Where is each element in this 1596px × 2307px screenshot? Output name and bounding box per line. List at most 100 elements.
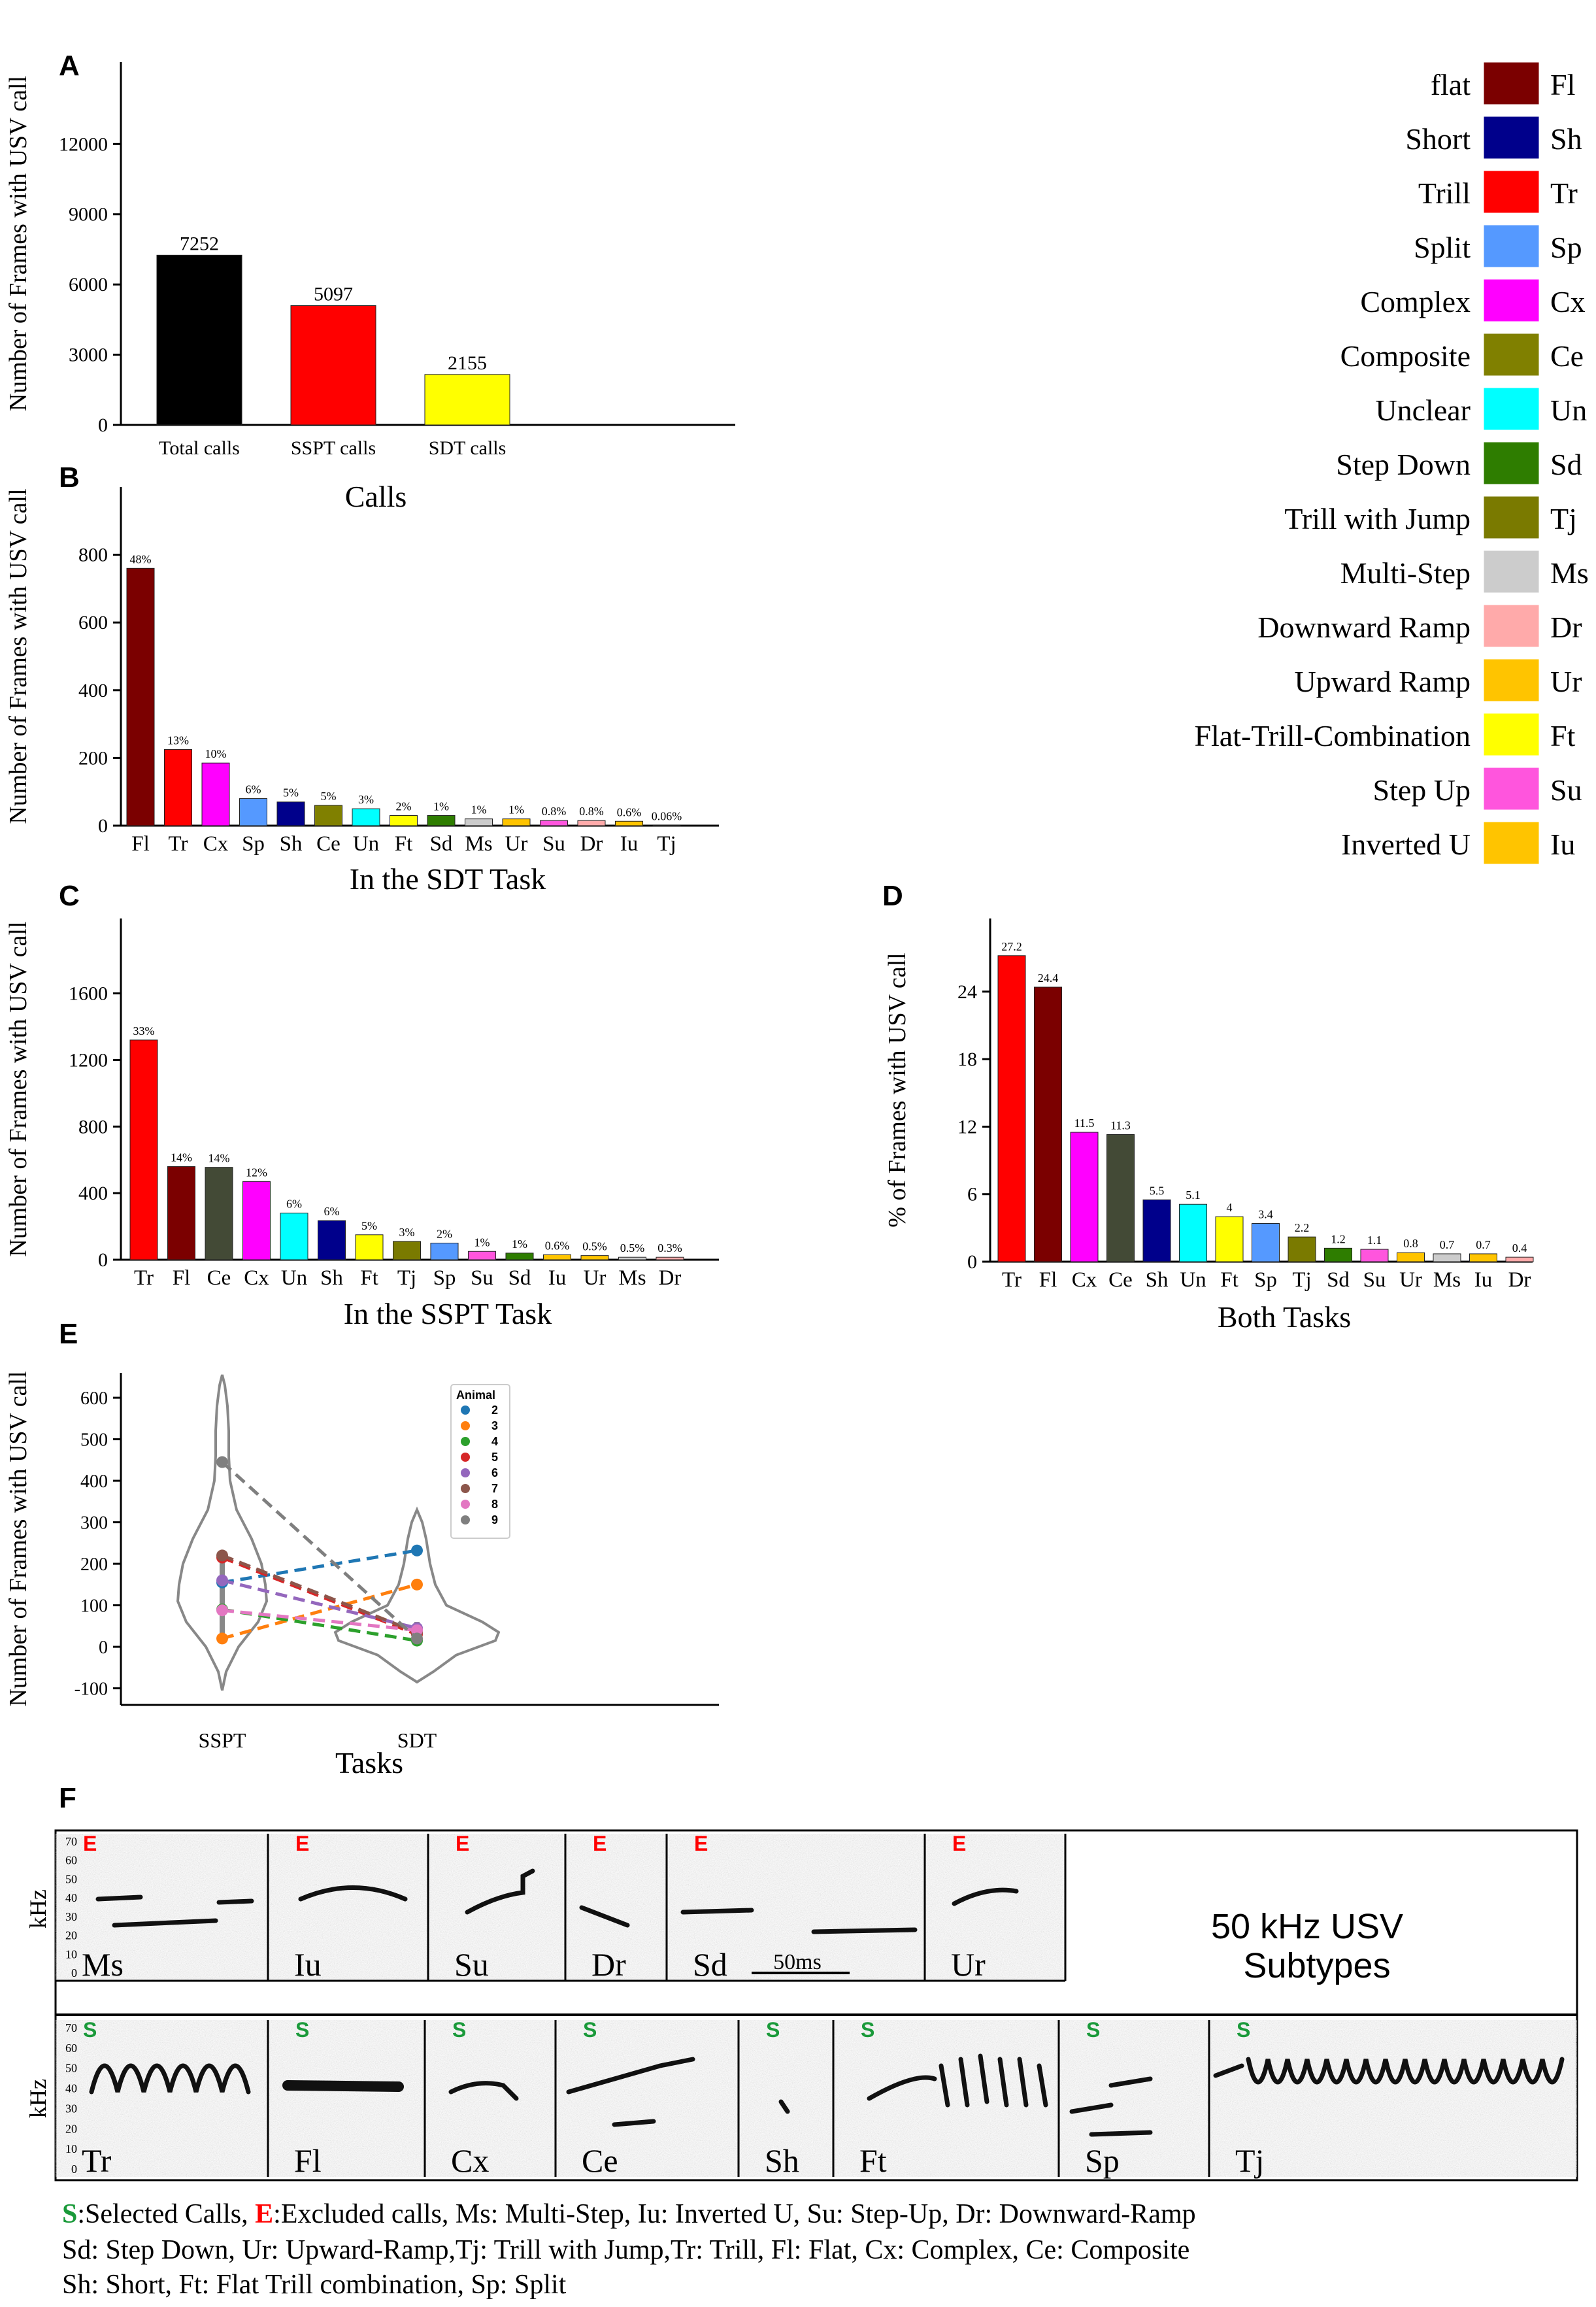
data-label: 5%	[361, 1219, 377, 1232]
spectrogram-cells: E Ms E Iu E Su E Dr E Sd E Ur S Tr S Fl S Cx S Ce S Sh S Ft S Sp S…	[82, 1832, 1264, 2179]
animal-4-line	[222, 1608, 418, 1643]
legend-code-cx: Cx	[1550, 285, 1586, 318]
call-type-legend: flat Fl Short Sh Trill Tr Split Sp Complex Cx Comp…	[1194, 61, 1589, 865]
selected-label-sp: Sp	[1085, 2142, 1120, 2179]
legend-label-un: Unclear	[1375, 394, 1471, 427]
bar-un	[352, 808, 380, 826]
legend-swatch-tj	[1483, 496, 1540, 539]
x-tick-label: Un	[1180, 1268, 1206, 1292]
data-label: 0.06%	[652, 809, 682, 822]
y-axis-title: Number of Frames with USV call	[5, 921, 32, 1256]
y-tick-label: 0	[967, 1251, 977, 1273]
bar-sd	[1324, 1247, 1352, 1262]
bar-tr	[129, 1039, 158, 1260]
caption-line2: Sd: Step Down, Ur: Upward-Ramp,Tj: Trill…	[62, 2235, 1189, 2265]
legend-label-iu: Inverted U	[1341, 828, 1471, 861]
legend-code-tr: Tr	[1550, 177, 1578, 210]
khz-ticks-top: 70 60 50 40 30 20 10 0	[65, 1835, 77, 1979]
bar-dr	[1505, 1256, 1534, 1262]
animal-legend-label: 7	[491, 1482, 498, 1495]
chart-a-calls: 0 3000 6000 9000 12000 7252 Total calls 5097 SSP…	[5, 62, 735, 513]
data-label: 14%	[171, 1151, 192, 1164]
x-tick-label: SSPT	[199, 1728, 246, 1752]
data-label: 5.5	[1150, 1184, 1165, 1197]
data-label: 1.2	[1331, 1232, 1346, 1245]
x-axis-title: In the SSPT Task	[344, 1297, 552, 1330]
x-tick-label: Ur	[505, 832, 528, 856]
data-label: 14%	[208, 1152, 230, 1165]
legend-swatch-tr	[1483, 170, 1540, 214]
khz-tick-label: 0	[71, 2163, 77, 2176]
legend-swatch-sp	[1483, 224, 1540, 268]
bar-sh	[318, 1220, 346, 1260]
bar-sp	[430, 1243, 459, 1260]
selected-label-tj: Tj	[1235, 2142, 1264, 2179]
y-tick-label: 800	[78, 1116, 108, 1137]
data-label: 10%	[205, 747, 227, 760]
data-label: 5097	[314, 283, 353, 305]
animal-7-sspt-point	[216, 1549, 228, 1562]
khz-label-top: kHz	[25, 1889, 51, 1928]
x-tick-label: Dr	[659, 1266, 682, 1290]
khz-tick-label: 20	[65, 2122, 77, 2135]
legend-label-tj: Trill with Jump	[1284, 502, 1471, 535]
y-tick-label: 800	[78, 545, 108, 566]
selected-label-cx: Cx	[451, 2142, 489, 2179]
selected-marker: S	[1237, 2018, 1250, 2042]
selected-marker: S	[452, 2018, 466, 2042]
legend-label-fl: flat	[1431, 68, 1471, 101]
legend-label-ce: Composite	[1340, 339, 1471, 373]
caption-selected-marker: S	[62, 2199, 77, 2229]
excluded-marker: E	[456, 1832, 469, 1855]
panel-letter-f: F	[59, 1782, 76, 1814]
data-label: 3%	[399, 1226, 415, 1239]
khz-tick-label: 30	[65, 1910, 77, 1923]
svg-text:S:Selected Calls, E:Excluded c: S:Selected Calls, E:Excluded calls, Ms: …	[62, 2199, 1196, 2229]
bar-total-calls	[156, 254, 242, 426]
data-label: 0.6%	[545, 1239, 570, 1252]
khz-tick-label: 40	[65, 2082, 77, 2095]
panel-letter-e: E	[59, 1318, 78, 1350]
chart-c-sspt-task: 0 400 800 1200 1600 33% Tr 14% Fl 14% Ce 12% Cx 6% Un 6…	[5, 918, 719, 1330]
khz-tick-label: 60	[65, 2042, 77, 2055]
animal-legend-title: Animal	[456, 1389, 495, 1402]
legend-code-fl: Fl	[1550, 68, 1575, 101]
data-label: 24.4	[1038, 971, 1059, 985]
animal-legend-label: 6	[491, 1466, 498, 1479]
y-tick-label: -100	[75, 1679, 108, 1700]
x-tick-label: Sd	[1327, 1268, 1350, 1292]
x-tick-label: Iu	[620, 832, 639, 856]
khz-tick-label: 30	[65, 2102, 77, 2115]
data-label: 3%	[358, 793, 374, 806]
legend-label-cx: Complex	[1360, 285, 1471, 318]
excluded-label-sd: Sd	[693, 1946, 727, 1983]
legend-label-ur: Upward Ramp	[1294, 665, 1471, 698]
x-tick-label: Ms	[618, 1266, 646, 1290]
call-contours	[89, 1868, 1565, 2137]
x-tick-label: SDT	[397, 1728, 437, 1752]
data-label: 0.8	[1403, 1237, 1418, 1250]
legend-swatch-ce	[1483, 333, 1540, 377]
legend-swatch-ft	[1483, 713, 1540, 756]
data-label: 13%	[167, 733, 189, 747]
x-tick-label: Dr	[1508, 1268, 1531, 1292]
bar-tr	[997, 955, 1026, 1262]
excluded-label-dr: Dr	[591, 1946, 626, 1983]
excluded-label-iu: Iu	[294, 1946, 322, 1983]
x-tick-label: SSPT calls	[291, 437, 376, 459]
panel-letter-a: A	[59, 50, 80, 82]
x-tick-label: Tj	[657, 832, 676, 856]
bar-iu	[615, 820, 643, 826]
animal-legend-label: 8	[491, 1498, 498, 1511]
legend-swatch-sh	[1483, 116, 1540, 160]
x-axis-title: Tasks	[335, 1746, 403, 1779]
legend-swatch-iu	[1483, 821, 1540, 865]
data-label: 0.3%	[657, 1241, 682, 1255]
data-label: 11.3	[1110, 1119, 1131, 1132]
legend-label-ft: Flat-Trill-Combination	[1194, 719, 1471, 752]
bar-sspt-calls	[290, 305, 376, 426]
bar-dr	[656, 1256, 684, 1260]
excluded-marker: E	[295, 1832, 309, 1855]
y-tick-label: 200	[80, 1555, 108, 1575]
x-tick-label: Tj	[1292, 1268, 1311, 1292]
